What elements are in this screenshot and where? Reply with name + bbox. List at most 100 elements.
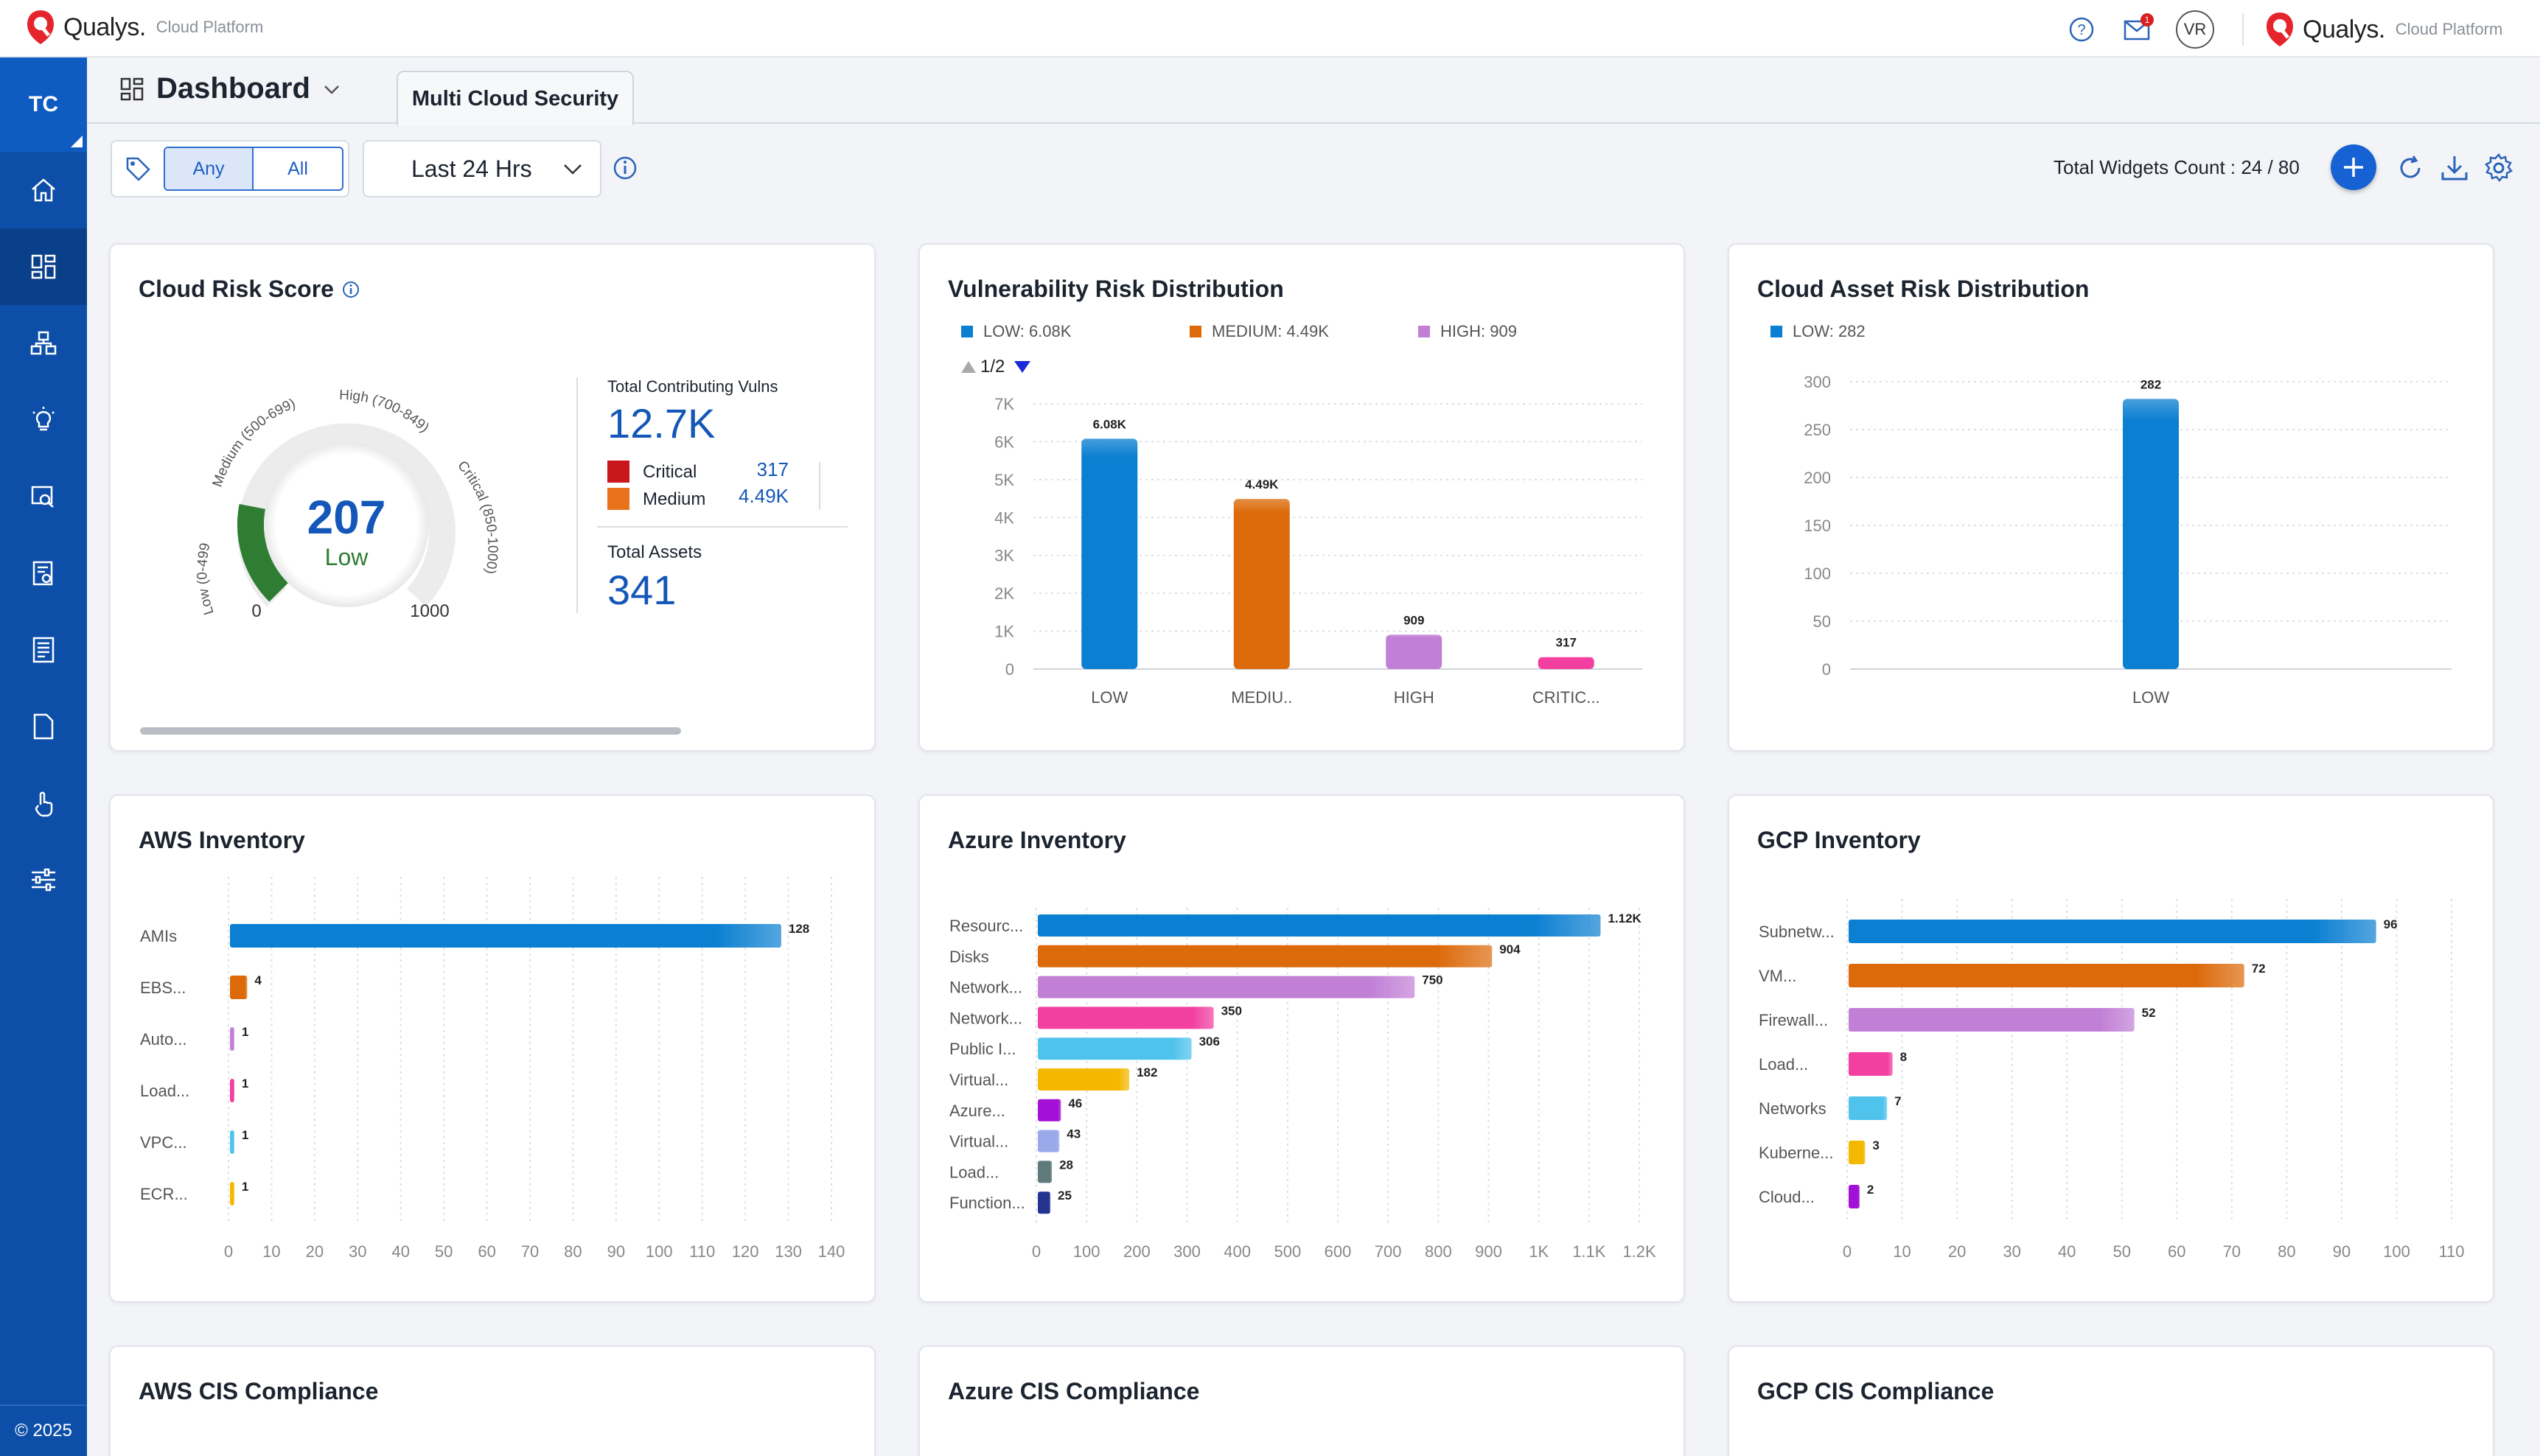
y-tick-label: Network... [949,979,1022,997]
dashboard-selector[interactable]: Dashboard [119,72,341,105]
sidebar-item-touch[interactable] [0,765,87,841]
data-label: 909 [1403,613,1424,627]
bar[interactable] [1849,920,2376,943]
bar[interactable] [230,1027,234,1051]
download-icon[interactable] [2438,152,2471,184]
bar[interactable] [230,976,248,999]
user-avatar[interactable]: VR [2176,10,2214,49]
x-tick-label: 600 [1325,1242,1352,1261]
bar[interactable] [1038,914,1601,937]
bar[interactable] [1038,945,1493,967]
bar[interactable] [1849,964,2244,987]
mail-icon[interactable]: 1 [2120,12,2155,47]
x-tick-label: 100 [646,1242,673,1261]
bar[interactable] [1849,1052,1893,1076]
help-icon[interactable]: ? [2064,12,2099,47]
sidebar-item-list[interactable] [0,612,87,688]
data-label: 1 [242,1180,248,1194]
bar[interactable] [1038,1037,1192,1060]
bar[interactable] [1038,976,1415,998]
bar[interactable] [1038,1007,1214,1029]
legend-entry[interactable]: MEDIUM: 4.49K [1212,322,1329,340]
bar[interactable] [2123,399,2179,669]
bar[interactable] [1849,1141,1866,1164]
legend-pager: 1/2 [980,357,1005,377]
add-widget-button[interactable] [2331,144,2376,190]
card-azure-inventory: Azure Inventory 0 100 200 300 400 500 600 700 80… [918,794,1685,1303]
bar[interactable] [230,1182,234,1205]
qualys-logo-icon [2267,13,2293,46]
y-tick-label: 0 [1005,660,1014,679]
all-button[interactable]: All [287,158,308,179]
pager-prev-icon[interactable] [961,361,976,373]
bar[interactable] [1233,499,1290,669]
x-tick-label: 30 [349,1242,366,1261]
y-tick-label: Virtual... [949,1071,1008,1089]
y-tick-label: 300 [1804,373,1831,391]
card-title: Cloud Risk Score [139,276,360,303]
svg-text:?: ? [2077,22,2085,38]
pager-next-icon[interactable] [1014,361,1030,373]
x-tick-label: 70 [521,1242,539,1261]
legend-entry[interactable]: HIGH: 909 [1440,322,1517,340]
bar[interactable] [1538,657,1594,669]
sidebar-item-document[interactable] [0,688,87,765]
legend-swatch [1190,326,1201,337]
legend-entry[interactable]: LOW: 282 [1793,322,1866,340]
brand-name: Qualys. [63,13,146,41]
card-aws-inventory: AWS Inventory 0 10 20 30 40 50 60 70 80 90 100 110 1… [109,794,876,1303]
assets-label: Total Assets [607,542,702,562]
any-button[interactable]: Any [165,148,254,189]
info-icon[interactable] [612,155,638,181]
gauge-center [264,442,429,607]
horizontal-scrollbar[interactable] [140,727,681,735]
bar[interactable] [230,924,781,948]
bar[interactable] [230,1079,234,1102]
bar[interactable] [1386,634,1442,669]
data-label: 4 [254,973,262,987]
critical-value: 317 [757,458,789,480]
sidebar-item-home[interactable] [0,152,87,228]
time-range-select[interactable]: Last 24 Hrs [363,140,601,197]
sidebar-item-search-report[interactable] [0,458,87,535]
bar[interactable] [1849,1096,1888,1120]
copyright: © 2025 [0,1404,87,1456]
tab-multi-cloud-security[interactable]: Multi Cloud Security [397,71,634,125]
data-label: 46 [1068,1096,1082,1110]
legend-entry[interactable]: LOW: 6.08K [983,322,1072,340]
x-tick-label: 1K [1529,1242,1549,1261]
medium-label: Medium [643,489,705,509]
gear-icon[interactable] [2483,152,2515,184]
info-icon[interactable] [341,280,360,299]
x-tick-label: CRITIC... [1532,688,1600,707]
brand-logo[interactable]: Qualys. Cloud Platform [25,9,263,46]
bar[interactable] [1849,1008,2135,1032]
y-tick-label: Subnetw... [1759,923,1835,941]
bar[interactable] [1081,438,1138,669]
x-tick-label: 80 [2278,1242,2295,1261]
sidebar-item-policy[interactable] [0,535,87,612]
widgets-count: Total Widgets Count : 24 / 80 [2054,156,2300,178]
page-title: Dashboard [156,72,310,105]
tag-icon[interactable] [112,154,164,183]
y-tick-label: 100 [1804,564,1831,583]
sidebar-item-settings[interactable] [0,841,87,918]
sidebar-item-assets[interactable] [0,305,87,382]
bar[interactable] [230,1130,234,1154]
x-tick-label: 90 [2333,1242,2351,1261]
sidebar-item-insights[interactable] [0,382,87,458]
bar[interactable] [1038,1099,1061,1121]
bar[interactable] [1038,1130,1060,1152]
sidebar-item-dashboard[interactable] [0,228,87,305]
data-label: 96 [2384,917,2398,931]
vulns-label: Total Contributing Vulns [607,377,778,396]
plus-icon [2344,158,2363,177]
gauge-range-critical: Critical (850-1000) [454,458,500,575]
bar[interactable] [1038,1191,1051,1214]
refresh-icon[interactable] [2394,152,2426,184]
bar[interactable] [1038,1068,1130,1091]
org-switcher[interactable]: TC [0,57,87,152]
bar[interactable] [1849,1185,1860,1208]
bar[interactable] [1038,1161,1053,1183]
data-label: 1 [242,1077,248,1091]
